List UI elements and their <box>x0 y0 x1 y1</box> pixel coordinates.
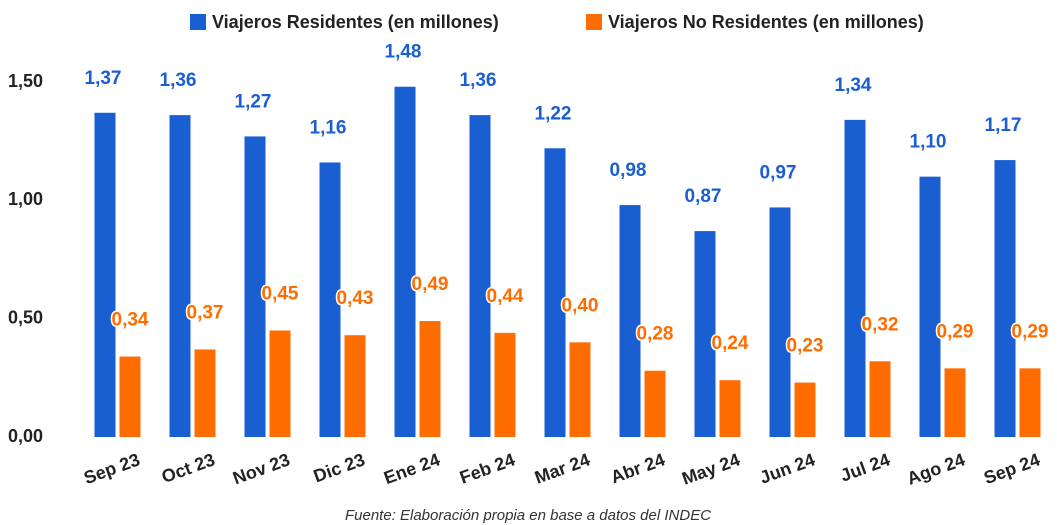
x-tick-label: Sep 23 <box>81 449 142 488</box>
x-tick-label: May 24 <box>679 449 742 488</box>
bar <box>394 86 416 437</box>
bar <box>569 342 591 437</box>
bar <box>244 136 266 437</box>
bar <box>844 119 866 437</box>
data-label: 1,27 <box>235 91 272 112</box>
legend-label: Viajeros Residentes (en millones) <box>212 12 499 32</box>
bar <box>419 321 441 437</box>
bar <box>944 368 966 437</box>
data-label: 0,24 <box>712 333 749 354</box>
bar <box>494 332 516 437</box>
x-tick-label: Ene 24 <box>381 449 442 488</box>
bar <box>544 148 566 437</box>
data-label: 1,34 <box>835 75 872 96</box>
bar <box>1019 368 1041 437</box>
bar <box>269 330 291 437</box>
bar <box>794 382 816 437</box>
x-tick-label: Oct 23 <box>159 449 218 487</box>
data-label: 0,32 <box>862 314 899 335</box>
bar <box>869 361 891 437</box>
legend-swatch <box>190 14 206 30</box>
x-tick-label: Mar 24 <box>532 449 592 487</box>
data-label: 1,10 <box>910 132 947 153</box>
data-label: 0,98 <box>610 160 647 181</box>
bar <box>719 380 741 437</box>
data-label: 1,37 <box>85 68 122 89</box>
bar <box>169 115 191 437</box>
data-label: 0,28 <box>637 324 674 345</box>
data-label: 0,37 <box>187 302 224 323</box>
data-label: 1,48 <box>385 42 422 63</box>
data-label: 0,87 <box>685 186 722 207</box>
x-tick-label: Jul 24 <box>838 449 893 485</box>
x-tick-label: Ago 24 <box>904 449 967 488</box>
bar <box>469 115 491 437</box>
legend-swatch <box>586 14 602 30</box>
bar <box>119 356 141 437</box>
data-label: 0,45 <box>262 284 299 305</box>
y-tick-label: 1,00 <box>8 189 43 209</box>
bar <box>644 370 666 437</box>
bar <box>94 112 116 438</box>
x-tick-label: Jun 24 <box>757 449 817 487</box>
data-label: 0,43 <box>337 288 374 309</box>
data-label: 0,44 <box>487 286 524 307</box>
data-label: 1,36 <box>160 70 197 91</box>
x-tick-label: Sep 24 <box>981 449 1042 488</box>
data-label: 0,23 <box>787 336 824 357</box>
data-label: 1,17 <box>985 115 1022 136</box>
data-label: 0,29 <box>937 321 974 342</box>
bar <box>319 162 341 437</box>
bar <box>769 207 791 437</box>
data-label: 0,97 <box>760 162 797 183</box>
legend-label: Viajeros No Residentes (en millones) <box>608 12 924 32</box>
bar <box>694 231 716 437</box>
y-tick-label: 1,50 <box>8 71 43 91</box>
y-tick-label: 0,00 <box>8 426 43 446</box>
data-label: 0,34 <box>112 310 149 331</box>
x-tick-label: Feb 24 <box>457 449 517 487</box>
data-label: 1,22 <box>535 103 572 124</box>
data-label: 0,40 <box>562 295 599 316</box>
y-tick-label: 0,50 <box>8 307 43 327</box>
source-note: Fuente: Elaboración propia en base a dat… <box>345 507 711 524</box>
bar <box>344 335 366 437</box>
data-label: 0,29 <box>1012 321 1049 342</box>
bar <box>919 176 941 437</box>
data-label: 1,36 <box>460 70 497 91</box>
bar <box>194 349 216 437</box>
x-tick-label: Abr 24 <box>608 449 667 487</box>
data-label: 1,16 <box>310 117 347 138</box>
x-tick-label: Nov 23 <box>230 449 292 488</box>
data-label: 0,49 <box>412 274 449 295</box>
bar <box>619 205 641 437</box>
x-tick-label: Dic 23 <box>311 449 368 486</box>
bar <box>994 160 1016 437</box>
